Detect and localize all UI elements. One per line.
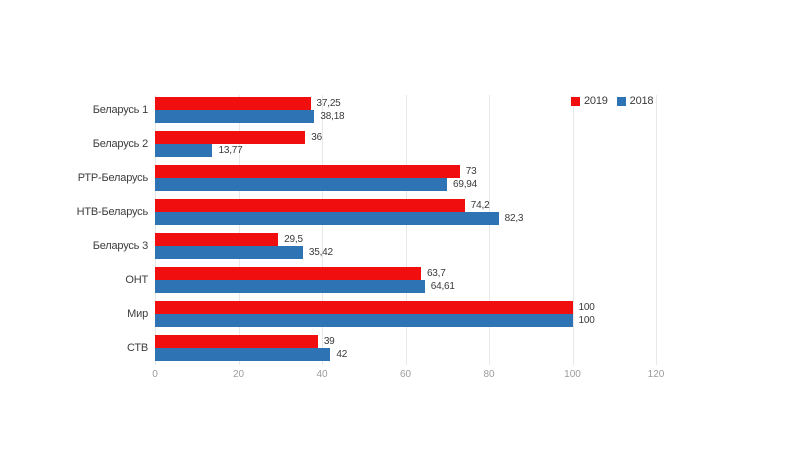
legend-item-2019[interactable]: 2019 — [571, 95, 608, 107]
bar-2019 — [155, 199, 465, 212]
gridline — [489, 95, 490, 365]
legend-swatch-2018 — [616, 96, 626, 106]
bar-2019 — [155, 233, 279, 246]
x-tick-label: 40 — [316, 369, 328, 380]
category-label: ОНТ — [125, 274, 148, 286]
x-tick-label: 120 — [647, 369, 665, 380]
bar-2019 — [155, 267, 421, 280]
value-label: 100 — [578, 315, 595, 326]
category-label: СТВ — [126, 342, 148, 354]
gridline — [405, 95, 407, 365]
value-label: 38,18 — [320, 111, 345, 122]
chart-legend: 2019 2018 — [571, 95, 654, 107]
legend-label-2018: 2018 — [629, 95, 654, 107]
value-label: 42 — [336, 349, 348, 360]
value-label: 63,7 — [426, 268, 446, 279]
gridline — [656, 95, 657, 365]
x-tick-label: 20 — [232, 369, 245, 380]
value-label: 82,3 — [504, 213, 524, 224]
bar-2018 — [155, 280, 425, 293]
bar-2018 — [155, 348, 331, 361]
value-label: 35,42 — [308, 247, 333, 258]
bar-2018 — [155, 144, 213, 157]
bar-2019 — [155, 335, 318, 348]
value-label: 36 — [311, 132, 323, 143]
category-label: Беларусь 1 — [92, 104, 148, 116]
value-label: 13,77 — [218, 145, 243, 156]
bar-2018 — [155, 110, 315, 123]
bar-2018 — [155, 212, 499, 225]
gridline — [155, 95, 156, 365]
value-label: 100 — [578, 302, 595, 313]
legend-label-2019: 2019 — [584, 95, 608, 107]
category-label: Беларусь 3 — [92, 240, 148, 252]
gridline — [572, 95, 574, 365]
bar-2018 — [155, 178, 447, 191]
category-label: РТР-Беларусь — [77, 172, 148, 184]
gridline — [238, 95, 240, 365]
category-label: Мир — [127, 308, 148, 320]
bar-2019 — [155, 131, 306, 144]
x-tick-label: 80 — [483, 369, 495, 380]
gridline — [322, 95, 323, 365]
value-label: 64,61 — [430, 281, 455, 292]
value-label: 69,94 — [452, 179, 478, 190]
value-label: 29,5 — [284, 234, 303, 245]
category-label: НТВ-Беларусь — [76, 206, 149, 218]
bar-2018 — [155, 314, 573, 327]
bar-2019 — [155, 165, 460, 178]
value-label: 39 — [323, 336, 335, 347]
category-label: Беларусь 2 — [92, 138, 148, 150]
value-label: 37,25 — [316, 98, 341, 109]
legend-swatch-2019 — [571, 96, 580, 106]
legend-item-2018[interactable]: 2018 — [616, 95, 654, 107]
bar-2019 — [155, 301, 573, 314]
x-tick-label: 60 — [399, 369, 412, 380]
x-tick-label: 0 — [152, 369, 158, 380]
bar-2019 — [155, 97, 311, 110]
value-label: 74,2 — [470, 200, 490, 211]
bar-2018 — [155, 246, 303, 259]
value-label: 73 — [465, 166, 477, 177]
x-tick-label: 100 — [564, 369, 581, 380]
